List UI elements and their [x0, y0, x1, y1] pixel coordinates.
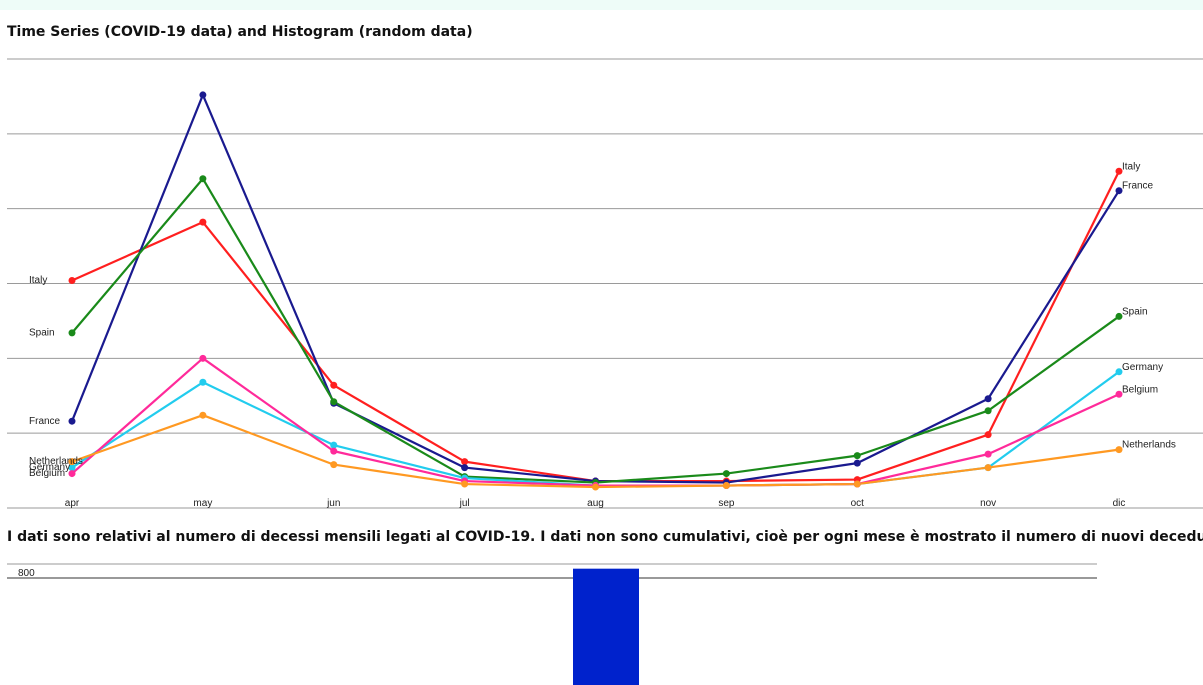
- series-label-start-italy: Italy: [29, 275, 47, 286]
- top-strip: [0, 0, 1203, 10]
- series-label-end-germany: Germany: [1122, 362, 1163, 373]
- data-point-france: [984, 395, 992, 403]
- y-tick-label: 800: [18, 568, 35, 579]
- data-point-spain: [330, 398, 338, 406]
- data-point-france: [461, 464, 469, 472]
- line-chart-points: [68, 91, 1123, 491]
- data-point-italy: [984, 431, 992, 439]
- line-chart-series-labels: Italy Italy France France Spain Spain Germany G…: [29, 161, 1176, 479]
- histogram-bar: [573, 568, 639, 685]
- data-point-france: [199, 91, 207, 99]
- chart-title: Time Series (COVID-19 data) and Histogra…: [7, 24, 473, 40]
- x-tick-label: dic: [1113, 498, 1126, 509]
- series-label-start-netherlands: Netherlands: [29, 456, 83, 467]
- bar-chart-grid: [7, 563, 1097, 579]
- data-point-germany: [330, 441, 338, 449]
- series-line-germany: [71, 370, 1120, 487]
- data-point-france: [68, 417, 76, 425]
- x-tick-label: aug: [587, 498, 604, 509]
- x-tick-label: nov: [980, 498, 996, 509]
- series-line-netherlands: [71, 414, 1120, 489]
- series-label-end-netherlands: Netherlands: [1122, 440, 1176, 451]
- data-point-germany: [68, 464, 76, 472]
- data-point-spain: [984, 407, 992, 415]
- line-chart-series: [70, 93, 1120, 489]
- data-point-italy: [461, 458, 469, 466]
- series-label-start-germany: Germany: [29, 462, 70, 473]
- data-point-italy: [330, 381, 338, 389]
- data-point-netherlands: [984, 464, 992, 472]
- data-point-netherlands: [330, 461, 338, 469]
- data-point-spain: [722, 470, 730, 478]
- x-tick-label: may: [193, 498, 212, 509]
- series-line-italy: [71, 170, 1120, 483]
- data-point-netherlands: [592, 483, 599, 491]
- data-point-france: [1115, 187, 1123, 195]
- bar-chart-bars: [573, 568, 639, 685]
- x-tick-label: oct: [851, 498, 865, 509]
- data-point-netherlands: [461, 480, 469, 488]
- data-point-netherlands: [1115, 446, 1123, 454]
- x-tick-label: jul: [459, 498, 470, 509]
- data-point-belgium: [984, 450, 992, 458]
- series-label-start-spain: Spain: [29, 328, 55, 339]
- series-line-spain: [71, 177, 1120, 484]
- data-point-italy: [68, 277, 76, 285]
- data-point-germany: [1115, 368, 1123, 376]
- data-point-belgium: [330, 447, 338, 455]
- data-point-spain: [199, 175, 207, 183]
- series-label-start-france: France: [29, 416, 61, 427]
- data-point-italy: [199, 218, 207, 226]
- x-tick-label: sep: [718, 498, 735, 509]
- data-point-italy: [1115, 167, 1123, 175]
- data-point-netherlands: [68, 458, 76, 466]
- series-label-start-belgium: Belgium: [29, 468, 65, 479]
- data-point-france: [853, 459, 861, 467]
- series-label-end-spain: Spain: [1122, 306, 1148, 317]
- x-tick-label: jun: [326, 498, 340, 509]
- chart-note: I dati sono relativi al numero di decess…: [7, 529, 1203, 545]
- series-label-end-france: France: [1122, 181, 1154, 192]
- series-line-belgium: [71, 357, 1120, 487]
- bar-chart-y-ticks: 800: [18, 568, 35, 579]
- data-point-germany: [199, 378, 207, 386]
- data-point-netherlands: [853, 480, 861, 488]
- x-tick-label: apr: [65, 498, 80, 509]
- data-point-belgium: [199, 354, 207, 362]
- data-point-belgium: [1115, 390, 1123, 398]
- data-point-spain: [68, 329, 76, 337]
- data-point-netherlands: [722, 482, 730, 490]
- series-label-end-italy: Italy: [1122, 161, 1140, 172]
- series-label-end-belgium: Belgium: [1122, 384, 1158, 395]
- data-point-netherlands: [199, 411, 207, 419]
- line-chart-x-ticks: apr may jun jul aug sep oct nov dic: [65, 498, 1126, 509]
- line-chart-grid: [7, 58, 1203, 509]
- data-point-spain: [1115, 312, 1123, 320]
- data-point-belgium: [68, 470, 76, 478]
- data-point-spain: [853, 452, 861, 460]
